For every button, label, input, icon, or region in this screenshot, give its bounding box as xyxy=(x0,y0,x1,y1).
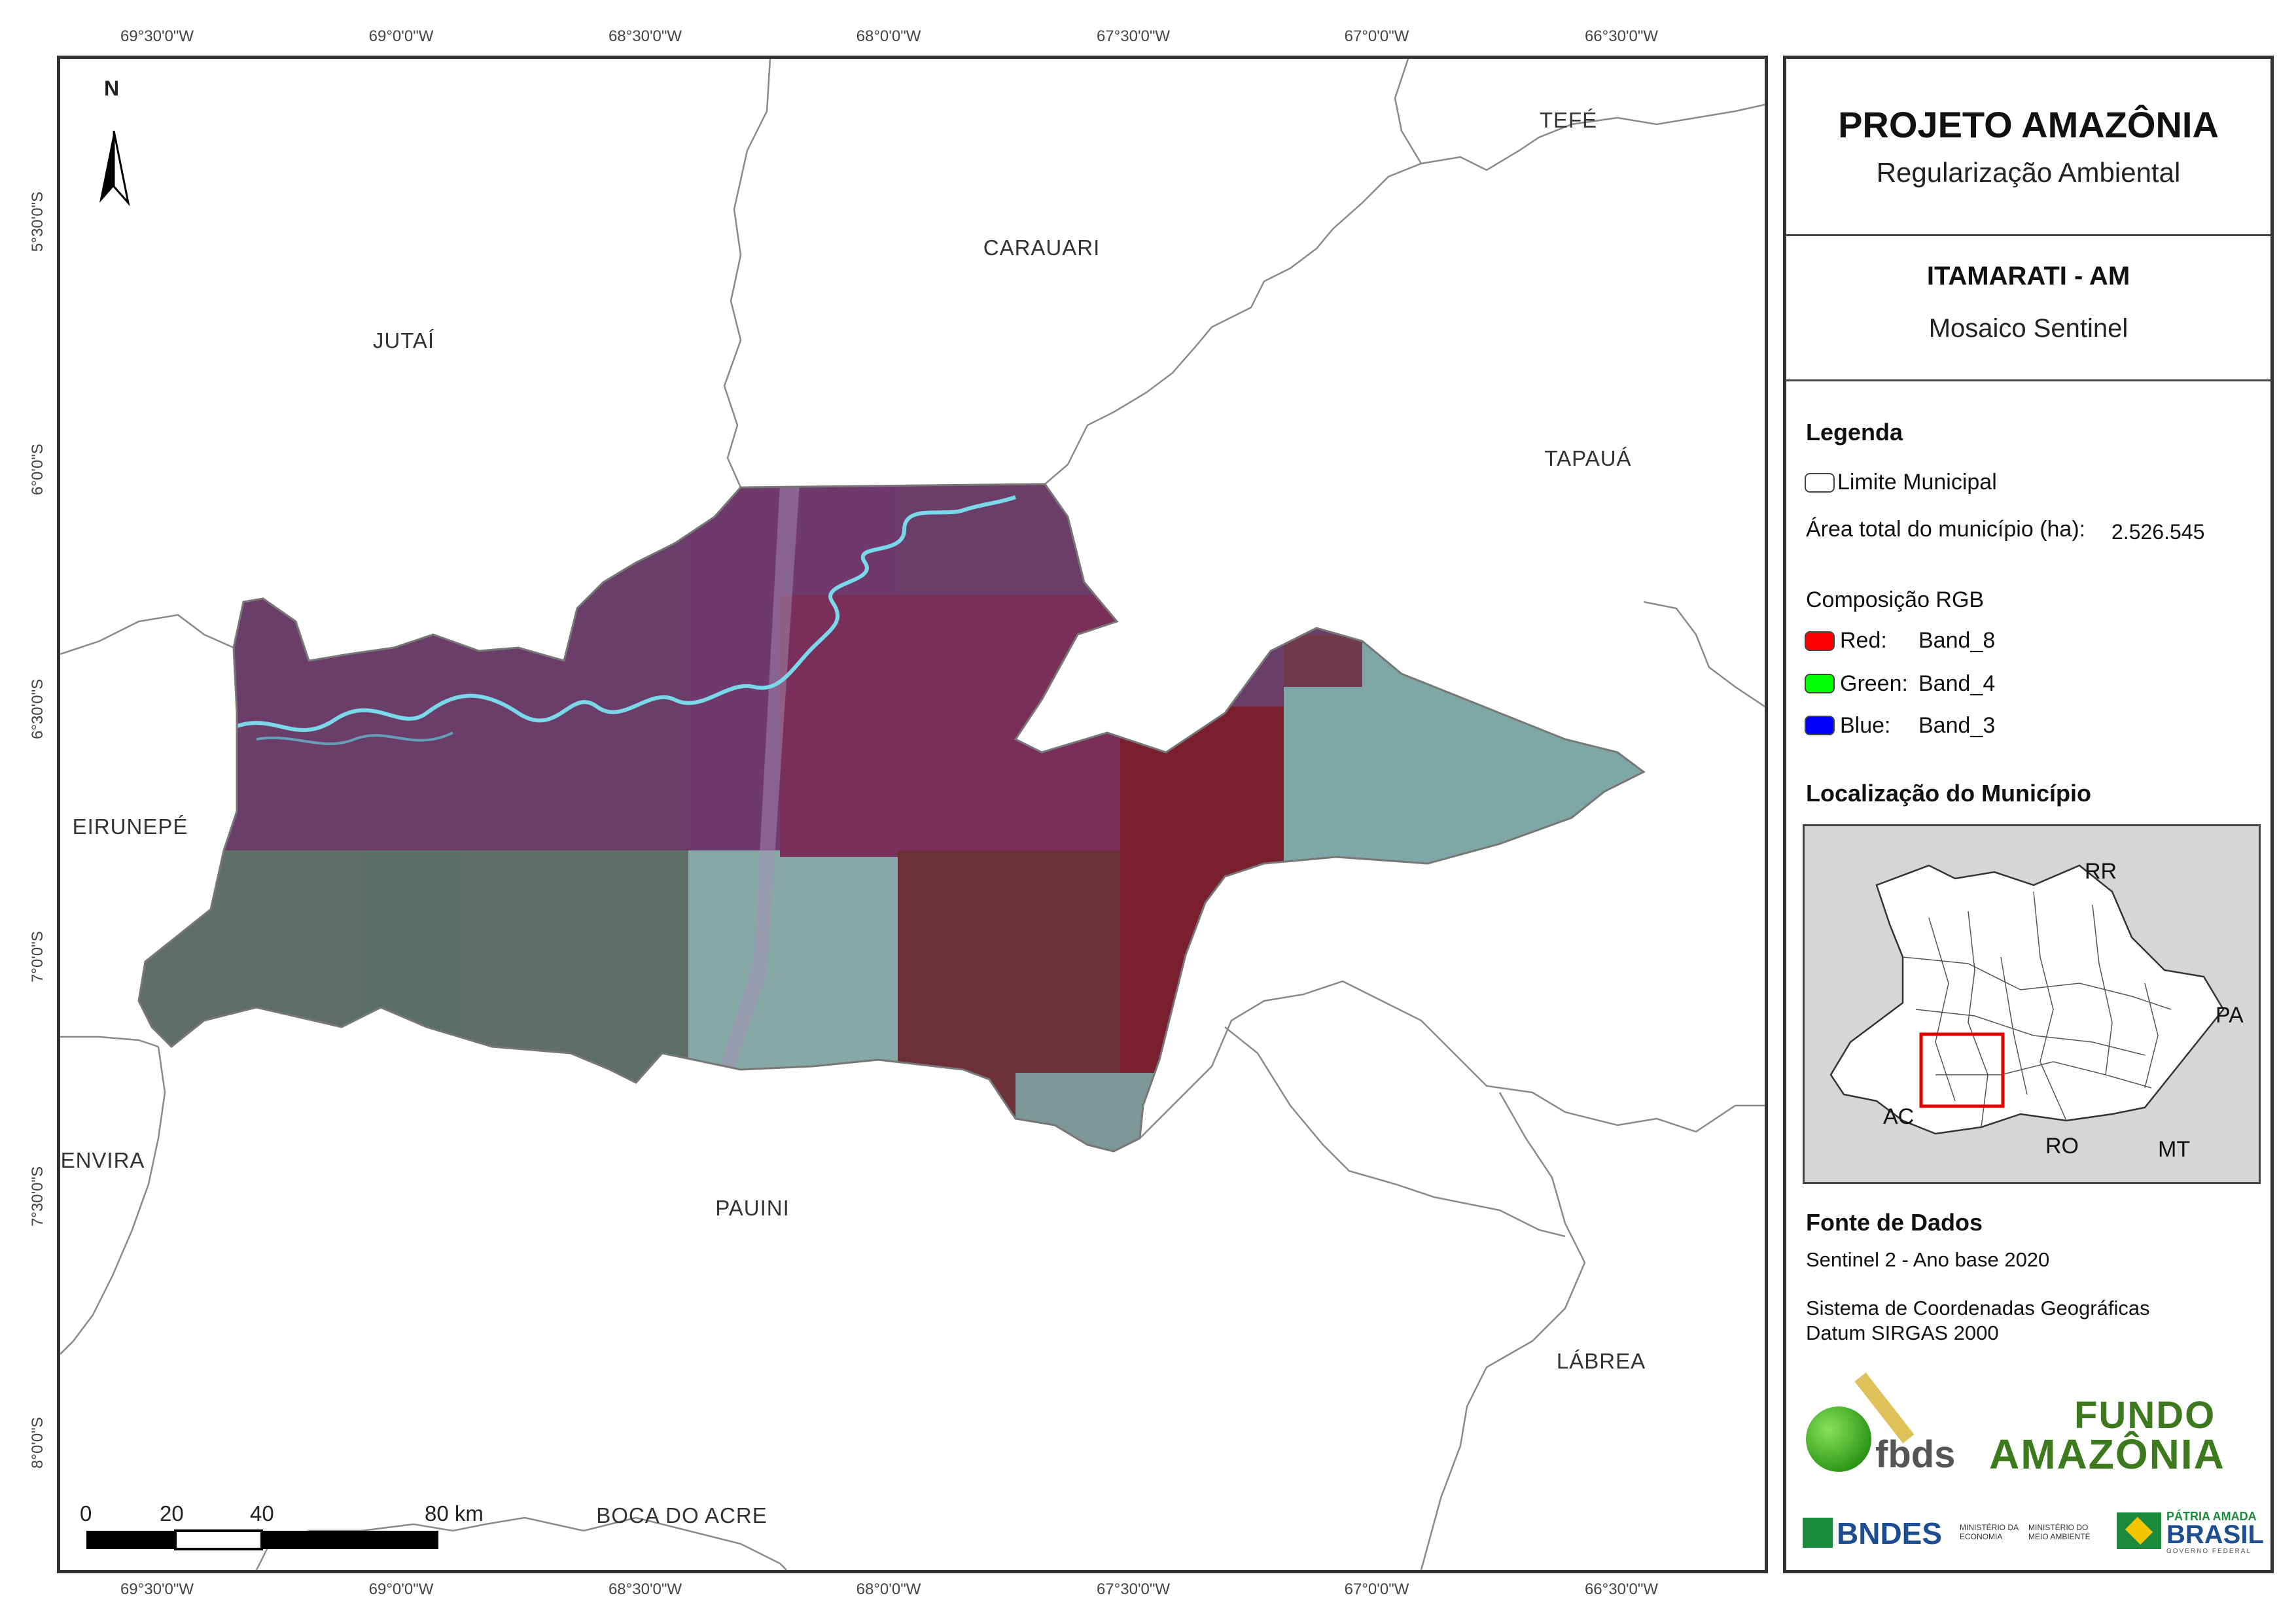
lon-label: 67°30'0"W xyxy=(1096,27,1171,45)
lat-label: 8°0'0"S xyxy=(29,1417,46,1469)
red-swatch xyxy=(1805,631,1835,651)
lon-label: 69°30'0"W xyxy=(120,27,194,45)
state-label-ro: RO xyxy=(2045,1134,2079,1159)
label-tefe: TEFÉ xyxy=(1539,108,1598,132)
lat-label: 7°30'0"S xyxy=(29,1166,46,1227)
state-label-ac: AC xyxy=(1883,1104,1915,1129)
fundo-line-1: FUNDO xyxy=(2074,1394,2216,1437)
green-swatch xyxy=(1805,674,1835,693)
state-label-pa: PA xyxy=(2216,1003,2244,1028)
north-arrow xyxy=(99,130,130,207)
label-labrea: LÁBREA xyxy=(1556,1349,1646,1373)
source-line-3: Datum SIRGAS 2000 xyxy=(1806,1321,1999,1344)
municipality-boundary[interactable] xyxy=(137,483,1646,1153)
lon-label: 68°0'0"W xyxy=(856,1580,921,1598)
divider xyxy=(1786,234,2270,236)
north-label: N xyxy=(104,77,120,100)
state-label-rr: RR xyxy=(2085,859,2117,884)
map-frame[interactable]: N 0 20 40 80 km TEFÉ CARAUARI JUTAÍ TAPA… xyxy=(57,56,1768,1573)
info-panel: PROJETO AMAZÔNIA Regularização Ambiental… xyxy=(1783,56,2274,1573)
lat-label: 7°0'0"S xyxy=(29,931,46,983)
lon-label: 67°0'0"W xyxy=(1344,1580,1409,1598)
lon-label: 69°30'0"W xyxy=(120,1580,194,1598)
municipality-heading: ITAMARATI - AM xyxy=(1926,262,2130,290)
red-band: Band_8 xyxy=(1918,628,1996,653)
state-label-mt: MT xyxy=(2158,1137,2191,1162)
brasil-text: BRASIL xyxy=(2166,1520,2264,1549)
scale-tick: 0 xyxy=(80,1501,92,1526)
fundo-line-2: AMAZÔNIA xyxy=(1989,1431,2225,1478)
scale-bar xyxy=(86,1529,438,1550)
source-line-1: Sentinel 2 - Ano base 2020 xyxy=(1806,1248,2050,1271)
boundary-swatch xyxy=(1805,473,1835,493)
fbds-wordmark: fbds xyxy=(1875,1433,1956,1476)
area-label: Área total do município (ha): xyxy=(1806,517,2086,542)
map-type: Mosaico Sentinel xyxy=(1928,314,2128,343)
blue-band: Band_3 xyxy=(1918,713,1996,738)
scale-tick: 20 xyxy=(160,1501,184,1526)
blue-swatch xyxy=(1805,716,1835,735)
location-heading: Localização do Município xyxy=(1806,780,2092,807)
label-tapaua: TAPAUÁ xyxy=(1544,446,1632,470)
bndes-logo: BNDES xyxy=(1803,1512,1947,1552)
area-value: 2.526.545 xyxy=(2111,520,2205,544)
ministry-economy: MINISTÉRIO DA ECONOMIA xyxy=(1960,1523,2019,1541)
lon-label: 69°0'0"W xyxy=(368,1580,434,1598)
fundo-amazonia-logo: FUNDO AMAZÔNIA xyxy=(1983,1393,2264,1478)
page-subtitle: Regularização Ambiental xyxy=(1876,157,2181,188)
label-carauari: CARAUARI xyxy=(983,236,1101,260)
scale-tick: 80 km xyxy=(425,1501,484,1526)
divider xyxy=(1786,379,2270,381)
locator-inset: RR PA AC RO MT xyxy=(1803,824,2261,1184)
location-highlight xyxy=(1919,1032,2005,1108)
neighbor-boundaries xyxy=(60,59,1765,1570)
ministry-environment: MINISTÉRIO DO MEIO AMBIENTE xyxy=(2028,1523,2091,1541)
green-label: Green: xyxy=(1840,671,1908,696)
scale-tick: 40 xyxy=(250,1501,274,1526)
boundary-label: Limite Municipal xyxy=(1837,470,1997,495)
sentinel-mosaic xyxy=(139,484,1644,1151)
governo-text: GOVERNO FEDERAL xyxy=(2166,1548,2252,1555)
lat-label: 5°30'0"S xyxy=(29,191,46,252)
lon-label: 66°30'0"W xyxy=(1584,27,1659,45)
source-line-2: Sistema de Coordenadas Geográficas xyxy=(1806,1297,2150,1319)
locator-map xyxy=(1829,864,2225,1135)
lon-label: 66°30'0"W xyxy=(1584,1580,1659,1598)
bndes-wordmark: BNDES xyxy=(1837,1516,1943,1550)
blue-label: Blue: xyxy=(1840,713,1891,738)
patria-text: PÁTRIA AMADA xyxy=(2166,1510,2257,1523)
green-band: Band_4 xyxy=(1918,671,1996,696)
label-pauini: PAUINI xyxy=(715,1196,790,1220)
rgb-heading: Composição RGB xyxy=(1806,587,1985,612)
lat-label: 6°0'0"S xyxy=(29,444,46,495)
lon-label: 67°0'0"W xyxy=(1344,27,1409,45)
label-envira: ENVIRA xyxy=(60,1148,145,1172)
lon-label: 67°30'0"W xyxy=(1096,1580,1171,1598)
sources-heading: Fonte de Dados xyxy=(1806,1209,1983,1236)
label-jutai: JUTAÍ xyxy=(372,328,435,353)
lon-label: 69°0'0"W xyxy=(368,27,434,45)
red-label: Red: xyxy=(1840,628,1887,653)
lon-label: 68°0'0"W xyxy=(856,27,921,45)
gov-brasil-logo: PÁTRIA AMADA BRASIL GOVERNO FEDERAL xyxy=(2117,1510,2267,1556)
legend-heading: Legenda xyxy=(1806,419,1903,445)
label-boca-do-acre: BOCA DO ACRE xyxy=(596,1503,768,1527)
lon-label: 68°30'0"W xyxy=(608,1580,682,1598)
fbds-logo: fbds xyxy=(1806,1372,1963,1476)
lat-label: 6°30'0"S xyxy=(29,678,46,739)
page-title: PROJETO AMAZÔNIA xyxy=(1838,104,2219,145)
lon-label: 68°30'0"W xyxy=(608,27,682,45)
map-canvas[interactable] xyxy=(60,59,1765,1570)
label-eirunepe: EIRUNEPÉ xyxy=(72,814,188,839)
